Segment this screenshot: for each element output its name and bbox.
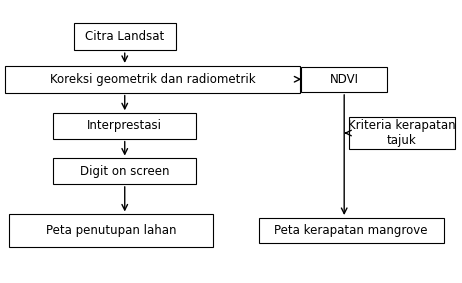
FancyBboxPatch shape	[349, 117, 455, 149]
FancyBboxPatch shape	[74, 23, 176, 50]
Text: Citra Landsat: Citra Landsat	[85, 30, 164, 43]
Text: Interprestasi: Interprestasi	[87, 119, 162, 132]
Text: Peta kerapatan mangrove: Peta kerapatan mangrove	[274, 224, 428, 237]
Text: NDVI: NDVI	[330, 73, 359, 86]
Text: Digit on screen: Digit on screen	[80, 165, 170, 178]
FancyBboxPatch shape	[259, 218, 444, 243]
Text: Kriteria kerapatan
tajuk: Kriteria kerapatan tajuk	[348, 119, 456, 147]
FancyBboxPatch shape	[53, 158, 196, 184]
FancyBboxPatch shape	[5, 66, 300, 93]
FancyBboxPatch shape	[53, 113, 196, 139]
FancyBboxPatch shape	[301, 67, 387, 92]
Text: Peta penutupan lahan: Peta penutupan lahan	[46, 224, 176, 237]
FancyBboxPatch shape	[9, 215, 213, 247]
Text: Koreksi geometrik dan radiometrik: Koreksi geometrik dan radiometrik	[49, 73, 255, 86]
